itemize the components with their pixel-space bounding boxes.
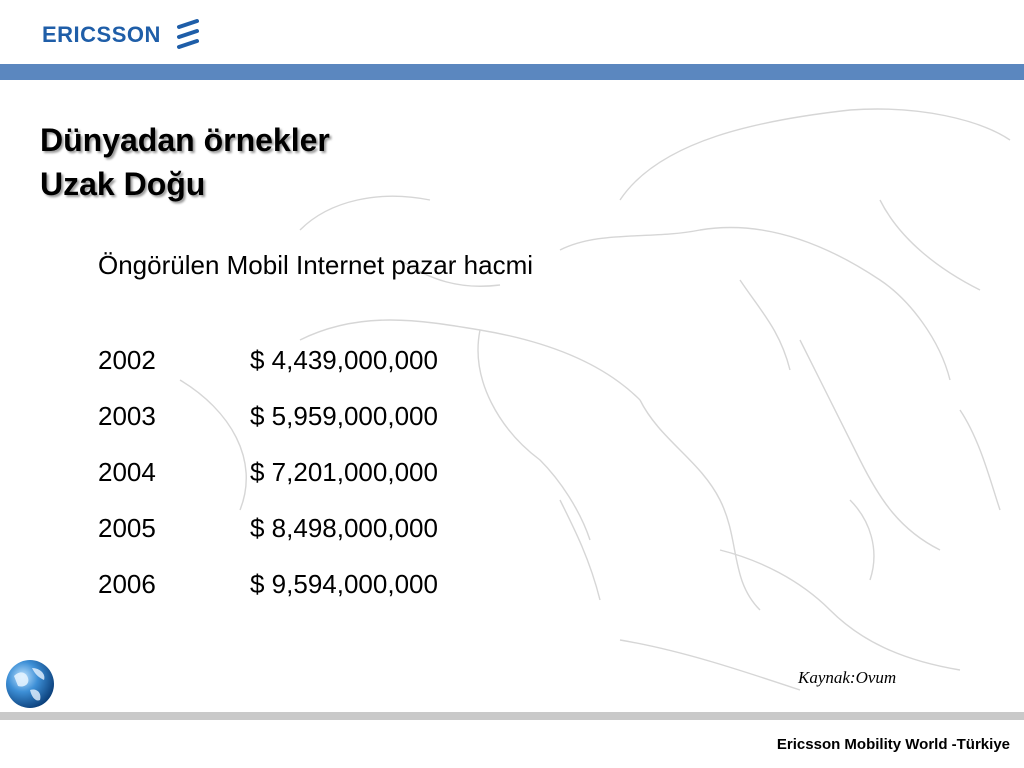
list-item: 2005 $ 8,498,000,000 xyxy=(98,500,438,556)
logo-text: ERICSSON xyxy=(42,22,161,47)
value: $ 9,594,000,000 xyxy=(250,568,438,599)
value: $ 4,439,000,000 xyxy=(250,344,438,375)
value: $ 5,959,000,000 xyxy=(250,400,438,431)
list-item: 2003 $ 5,959,000,000 xyxy=(98,388,438,444)
title-line-2: Uzak Doğu xyxy=(40,166,206,202)
year: 2003 xyxy=(98,400,156,431)
value: $ 7,201,000,000 xyxy=(250,456,438,487)
globe-icon xyxy=(6,660,54,708)
header-bar xyxy=(0,64,1024,80)
list-item: 2006 $ 9,594,000,000 xyxy=(98,556,438,612)
value: $ 8,498,000,000 xyxy=(250,512,438,543)
title-line-1: Dünyadan örnekler xyxy=(40,122,330,158)
year: 2002 xyxy=(98,344,156,375)
source-note: Kaynak:Ovum xyxy=(798,668,897,687)
footer-bar xyxy=(0,712,1024,720)
page-title: Dünyadan örnekler Uzak Doğu xyxy=(40,118,330,206)
year: 2006 xyxy=(98,568,156,599)
footer-text: Ericsson Mobility World -Türkiye xyxy=(776,736,1010,753)
ericsson-logo-icon xyxy=(176,19,199,49)
subtitle: Öngörülen Mobil Internet pazar hacmi xyxy=(98,250,534,280)
list-item: 2002 $ 4,439,000,000 xyxy=(98,332,438,388)
list-item: 2004 $ 7,201,000,000 xyxy=(98,444,438,500)
year: 2004 xyxy=(98,456,156,487)
ericsson-logo: ERICSSON xyxy=(42,18,201,52)
market-volume-list: 2002 $ 4,439,000,000 2003 $ 5,959,000,00… xyxy=(98,332,438,612)
asia-map-background xyxy=(179,108,1011,691)
year: 2005 xyxy=(98,512,156,543)
